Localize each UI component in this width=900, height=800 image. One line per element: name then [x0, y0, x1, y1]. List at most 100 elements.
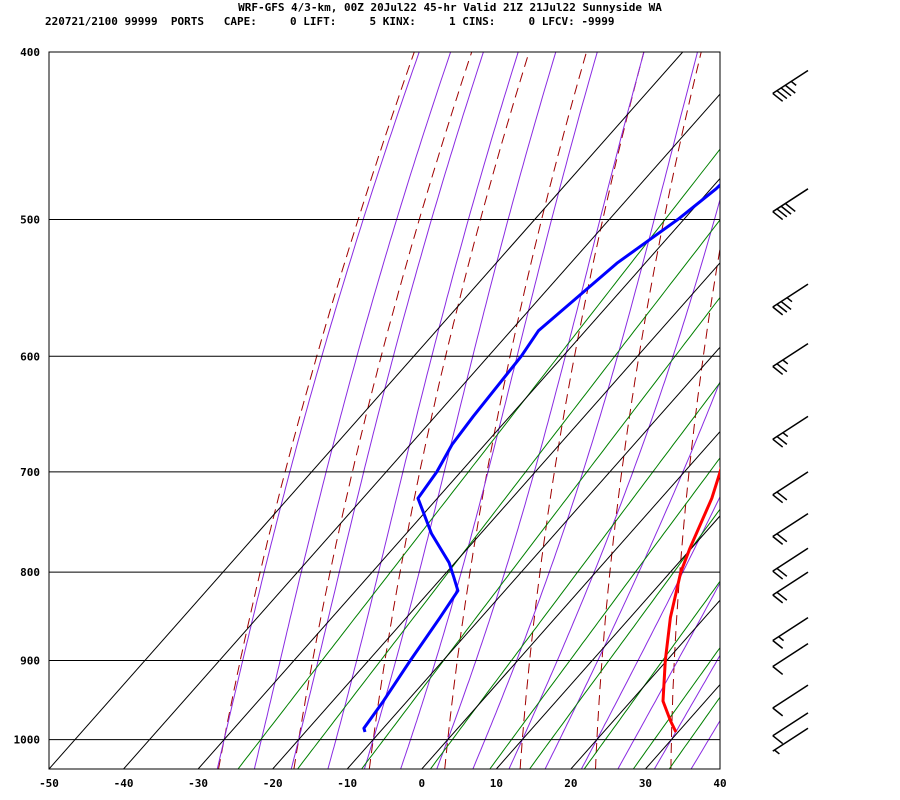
wind-barb-shaft	[772, 684, 809, 709]
wind-barb	[772, 547, 809, 580]
dry-adiabat	[670, 245, 720, 769]
wind-barb	[772, 684, 809, 717]
y-tick-label: 600	[20, 350, 40, 363]
wind-barb-flag	[784, 202, 796, 212]
moist-adiabat	[544, 380, 720, 769]
x-tick-label: 20	[564, 777, 577, 790]
dewpoint-line	[362, 182, 720, 733]
dry-adiabat	[218, 52, 415, 769]
moist-adiabat	[436, 52, 645, 769]
wind-barb	[772, 69, 809, 102]
mixing-ratio-line	[297, 219, 720, 769]
wind-barb-shaft	[772, 188, 809, 213]
mixing-ratio-line	[632, 646, 720, 769]
wind-barb-shaft	[772, 343, 809, 368]
temperature-line	[661, 466, 720, 733]
wind-barb-flag	[776, 567, 788, 577]
wind-barb-flag	[780, 205, 792, 215]
wind-barb	[772, 343, 809, 375]
wind-barb-flag	[772, 707, 784, 717]
wind-barb-half-flag	[786, 297, 793, 303]
wind-barb-flag	[772, 639, 784, 649]
isotherm	[495, 515, 720, 769]
moist-adiabat	[472, 52, 699, 769]
plot-frame	[48, 51, 721, 770]
moist-adiabat	[363, 52, 557, 769]
isotherm	[570, 599, 720, 769]
sounding-indices: 220721/2100 99999 PORTS CAPE: 0 LIFT: 5 …	[45, 15, 615, 28]
wind-barb-flag	[780, 87, 792, 97]
wind-barb-flag	[772, 570, 784, 580]
isotherm	[123, 93, 720, 769]
wind-barb-shaft	[772, 712, 809, 737]
wind-barb	[772, 571, 809, 604]
grid	[48, 51, 721, 770]
y-tick-label: 700	[20, 466, 40, 479]
wind-barb-flag	[772, 211, 784, 221]
wind-barb-flag	[776, 90, 788, 100]
isotherm	[49, 52, 684, 769]
wind-barb-flag	[776, 533, 788, 543]
x-tick-label: -50	[39, 777, 59, 790]
x-tick-label: -10	[337, 777, 357, 790]
wind-barb-flag	[776, 491, 788, 501]
wind-barb-shaft	[772, 283, 809, 308]
wind-barb-half-flag	[790, 80, 797, 86]
x-tick-label: 10	[490, 777, 503, 790]
mixing-ratio-line	[237, 148, 720, 769]
wind-barb-half-flag	[782, 359, 789, 365]
y-tick-label: 1000	[14, 734, 41, 747]
wind-barb	[772, 188, 809, 221]
wind-barb-flag	[776, 363, 788, 373]
wind-barb-shaft	[772, 512, 809, 538]
moist-adiabat	[690, 719, 720, 769]
wind-barb-flag	[772, 665, 784, 675]
wind-barb-shaft	[772, 571, 809, 596]
mixing-ratio-line	[361, 296, 720, 769]
wind-barb	[772, 283, 809, 316]
wind-barb-flag	[772, 494, 784, 504]
wind-barb-shaft	[772, 69, 809, 95]
mixing-ratio-line	[489, 457, 720, 769]
moist-adiabat	[653, 654, 720, 769]
background-lines	[216, 43, 900, 769]
wind-barb-flag	[772, 594, 784, 604]
wind-barb-half-flag	[778, 636, 785, 642]
sounding-traces	[362, 182, 720, 733]
isotherm	[421, 430, 720, 769]
moist-adiabat	[290, 52, 484, 769]
x-tick-label: -40	[114, 777, 134, 790]
x-tick-label: -30	[188, 777, 208, 790]
wind-barb	[772, 415, 809, 448]
x-tick-label: 40	[713, 777, 726, 790]
mixing-ratio-line	[529, 508, 720, 769]
moist-adiabat	[728, 43, 900, 769]
wind-barb-shaft	[772, 643, 809, 668]
y-tick-label: 500	[20, 213, 40, 226]
isotherm	[719, 768, 720, 769]
moist-adiabat	[400, 52, 598, 769]
dry-adiabat	[595, 52, 702, 769]
x-tick-label: 30	[639, 777, 652, 790]
isotherm	[645, 683, 720, 769]
chart-title: WRF-GFS 4/3-km, 00Z 20Jul22 45-hr Valid …	[238, 1, 662, 14]
x-tick-label: -20	[263, 777, 283, 790]
wind-barb-flag	[776, 435, 788, 445]
wind-barb-half-flag	[782, 432, 789, 438]
moist-adiabat	[327, 52, 519, 769]
wind-barb-flag	[772, 438, 784, 448]
dry-adiabat	[519, 52, 645, 769]
wind-barb	[772, 712, 809, 745]
mixing-ratio-line	[430, 381, 720, 769]
wind-barb-flag	[776, 208, 788, 218]
moist-adiabat	[580, 495, 720, 769]
wind-barb-flag	[772, 92, 784, 102]
wind-barb-shaft	[772, 616, 809, 642]
dry-adiabat	[890, 43, 900, 769]
wind-barb-flag	[772, 306, 784, 316]
y-tick-label: 900	[20, 655, 40, 668]
x-tick-label: 0	[418, 777, 425, 790]
axes: 400 500 600 700 800 900 1000 -50 -40 -30 -20 -10 0 10…	[14, 46, 727, 790]
wind-barb-flag	[772, 535, 784, 545]
